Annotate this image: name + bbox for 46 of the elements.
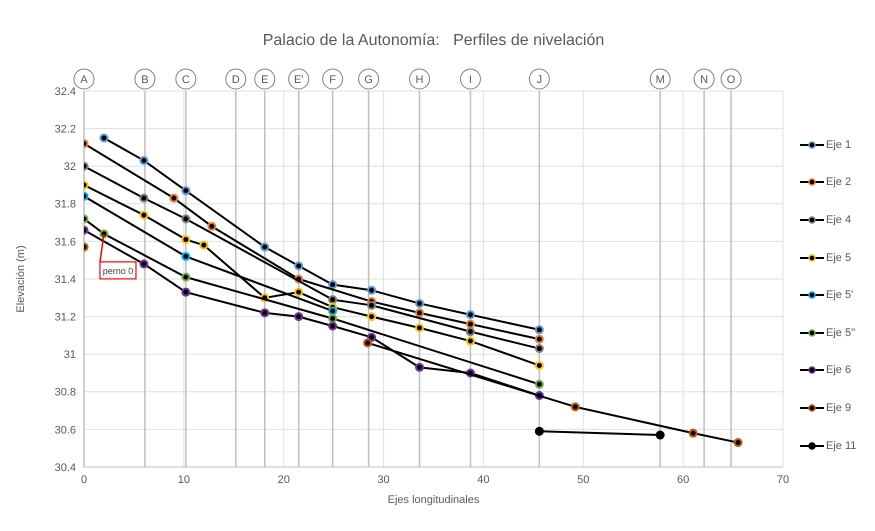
y-tick-label: 32 [64,161,76,174]
chart-title: Palacio de la Autonomía: Perfiles de nivelación [262,32,606,50]
ref-line-label: E' [294,74,304,86]
legend-label: Eje 5' [826,289,854,302]
legend-label: Eje 2 [826,176,852,188]
ref-line-label: G [364,74,373,86]
x-tick-label: 30 [377,474,390,486]
ref-line-label: E [261,74,268,86]
x-tick-label: 10 [178,474,190,486]
ref-line-label: B [141,74,149,86]
y-tick-label: 32.2 [54,124,76,136]
y-tick-label: 31.6 [54,236,76,248]
y-tick-label: 30.6 [54,424,76,436]
y-tick-label: 31.8 [54,198,76,211]
ref-line-label: I [468,74,472,86]
legend-label: Eje 11 [826,440,856,452]
legend-label: Eje 1 [826,138,852,151]
ref-line-label: H [416,74,424,86]
ref-line-label: O [726,74,736,86]
y-tick-label: 31.2 [54,312,76,324]
y-axis-title: Elevación (m) [14,245,27,313]
legend-label: Eje 9 [826,402,852,414]
ref-line-label: F [329,74,336,86]
ref-line-label: J [536,74,542,86]
legend-label: Eje 6 [826,364,852,376]
x-tick-label: 70 [776,474,790,486]
ref-line-label: M [656,74,665,86]
x-tick-label: 0 [80,474,88,486]
x-tick-label: 20 [278,474,290,486]
y-tick-label: 30.4 [54,462,76,474]
y-tick-label: 32.4 [54,86,76,98]
legend-label: Eje 5 [826,252,852,264]
x-axis-title: Ejes longitudinales [388,494,480,506]
legend-label: Eje 4 [826,214,852,226]
ref-line-label: A [80,74,88,86]
annotation: perno 0 [102,266,134,276]
ref-line-label: N [700,74,708,86]
y-tick-label: 30.8 [54,386,76,399]
x-tick-label: 60 [677,474,690,486]
ref-line-label: D [232,74,240,86]
ref-line-label: C [182,74,190,86]
x-tick-label: 40 [477,474,490,486]
y-tick-label: 31.4 [54,274,76,286]
y-tick-label: 31 [64,349,76,362]
legend-label: Eje 5'' [826,326,856,339]
x-tick-label: 50 [577,474,590,486]
